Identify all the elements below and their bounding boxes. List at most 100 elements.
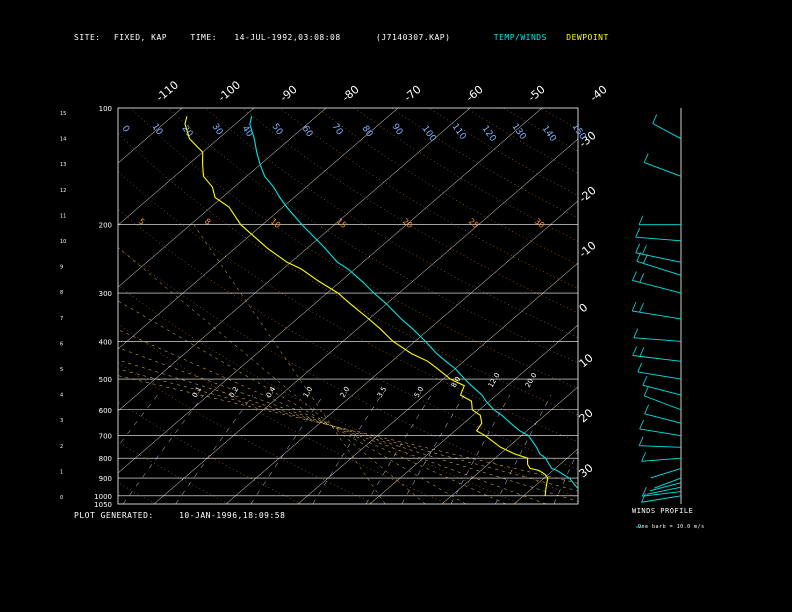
isotherm xyxy=(118,108,471,412)
height-tick-label: 15 xyxy=(60,111,66,117)
dry-adiabat xyxy=(118,208,578,470)
isotherm xyxy=(118,108,327,288)
height-tick-label: 6 xyxy=(60,341,63,347)
wind-barb-feather xyxy=(632,346,638,356)
axis-labels: 1002003004005006007008009001000105001234… xyxy=(60,78,610,509)
dry-adiabat xyxy=(353,108,578,242)
top-temp-label: -70 xyxy=(402,83,424,105)
wind-barb-feather xyxy=(635,243,641,253)
wind-barb xyxy=(652,123,682,140)
dry-adiabat-label: 140 xyxy=(540,124,558,144)
wind-barb xyxy=(635,236,682,242)
dry-adiabat xyxy=(118,323,448,504)
wind-profile-panel xyxy=(631,108,682,528)
moist-adiabat xyxy=(193,224,386,504)
legend-temp: TEMP/WINDS xyxy=(493,33,547,42)
wind-barb-feather xyxy=(639,303,644,313)
right-temp-label: 20 xyxy=(577,406,596,425)
top-temp-label: -100 xyxy=(216,78,243,104)
isotherm xyxy=(586,108,792,504)
wind-barb-feather xyxy=(639,347,645,357)
isotherm xyxy=(153,138,578,504)
moist-adiabat xyxy=(118,300,466,504)
wind-barb-feather xyxy=(643,153,649,163)
pressure-label: 900 xyxy=(99,475,112,483)
dry-adiabat-label: 110 xyxy=(450,122,468,142)
wind-barb xyxy=(644,413,682,424)
pressure-label: 800 xyxy=(99,455,112,463)
barb-legend: One barb = 10.0 m/s xyxy=(638,524,705,530)
dry-adiabat-label: 120 xyxy=(480,124,498,144)
mixing-ratio-label: 0.1 xyxy=(191,385,203,399)
dry-adiabat-label: 90 xyxy=(390,122,405,137)
dry-adiabat-label: 60 xyxy=(300,124,315,139)
height-tick-label: 14 xyxy=(60,137,66,143)
isotherm xyxy=(118,108,255,226)
height-tick-label: 7 xyxy=(60,316,63,322)
dry-adiabat xyxy=(391,108,578,219)
isotherm xyxy=(118,108,399,350)
plot-frame xyxy=(117,107,579,505)
wind-barb-feather xyxy=(642,245,647,255)
grid-lines xyxy=(118,108,792,504)
isotherm xyxy=(513,448,578,504)
time-label: TIME: xyxy=(190,33,218,42)
wind-barb xyxy=(646,486,682,495)
right-temp-label: -10 xyxy=(577,239,599,261)
wind-barb xyxy=(639,428,682,437)
wind-barb xyxy=(641,457,682,462)
wind-barb xyxy=(633,337,682,342)
mixing-ratio-line xyxy=(553,450,578,504)
wind-barb-feather xyxy=(642,376,648,386)
moist-adiabat-label: 15 xyxy=(335,217,349,230)
dry-adiabat xyxy=(118,171,578,443)
mixing-ratio-line xyxy=(175,394,254,504)
wind-barb xyxy=(641,495,682,503)
wind-barb-feather xyxy=(631,301,637,312)
top-temp-label: -40 xyxy=(588,83,610,105)
dry-adiabat xyxy=(118,441,229,504)
wind-barb xyxy=(649,482,682,492)
wind-barb-feather xyxy=(639,419,645,430)
moist-adiabat-label: 8 xyxy=(203,217,213,227)
top-temp-label: -110 xyxy=(154,78,181,104)
dry-adiabat xyxy=(428,108,578,196)
height-tick-label: 9 xyxy=(60,265,63,271)
dewpoint-line xyxy=(184,116,549,496)
dry-adiabat-label: 130 xyxy=(510,122,528,142)
sounding-profiles xyxy=(184,116,578,496)
pressure-label: 400 xyxy=(99,338,112,346)
isotherm xyxy=(118,108,543,474)
pressure-label: 300 xyxy=(99,290,112,298)
dry-adiabat-label: 80 xyxy=(360,124,375,139)
pressure-label: 600 xyxy=(99,407,112,415)
mixing-ratio-label: 1.0 xyxy=(302,385,314,399)
dry-adiabat xyxy=(118,132,578,416)
mixing-ratio-line xyxy=(250,394,324,504)
height-tick-label: 1 xyxy=(60,469,63,475)
dry-adiabat xyxy=(118,247,578,499)
isotherm xyxy=(225,200,578,504)
height-tick-label: 2 xyxy=(60,444,63,450)
moist-adiabat-label: 30 xyxy=(533,217,547,230)
dry-adiabat xyxy=(204,108,578,338)
wind-barb-feather xyxy=(641,452,646,462)
right-temp-label: -20 xyxy=(577,184,599,206)
wind-barb-feather xyxy=(643,254,648,264)
mixing-ratio-label: 0.4 xyxy=(265,385,278,399)
moist-adiabat-label: 5 xyxy=(137,217,147,227)
moist-adiabat xyxy=(118,247,426,504)
height-tick-label: 3 xyxy=(60,418,63,424)
site-value: FIXED, KAP xyxy=(113,33,168,42)
wind-barb-feather xyxy=(641,493,646,503)
dry-adiabat xyxy=(130,108,578,389)
wind-barb xyxy=(632,355,682,362)
site-label: SITE: xyxy=(74,33,101,42)
wind-barb xyxy=(635,252,682,263)
wind-barb-feather xyxy=(639,273,645,283)
dry-adiabat-label: 10 xyxy=(150,122,165,137)
wind-barb-feather xyxy=(637,362,643,373)
moist-adiabat-label: 25 xyxy=(467,217,481,230)
moist-adiabat xyxy=(118,347,547,504)
dry-adiabat-label: 30 xyxy=(210,122,225,137)
